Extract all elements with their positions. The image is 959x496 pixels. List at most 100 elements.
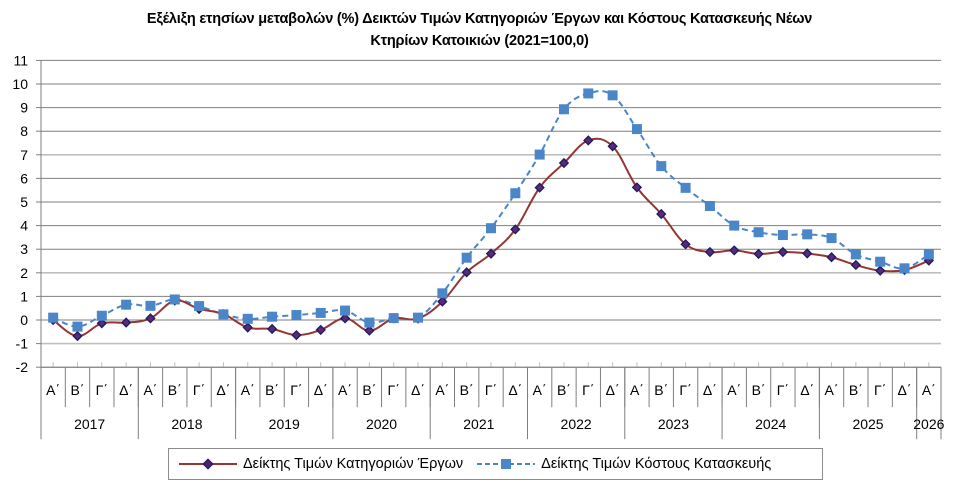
x-quarter-label: Α΄ xyxy=(241,382,255,398)
chart-title: Εξέλιξη ετησίων μεταβολών (%) Δεικτών Τι… xyxy=(0,8,959,52)
x-quarter-label: Δ΄ xyxy=(606,382,620,398)
diamond-marker xyxy=(96,318,107,329)
square-marker xyxy=(583,88,594,99)
square-marker xyxy=(777,230,788,241)
series-line-works-price xyxy=(52,137,930,338)
square-marker xyxy=(169,294,180,305)
x-quarter-label: Β΄ xyxy=(265,382,279,398)
x-quarter-label: Γ΄ xyxy=(582,382,594,398)
square-marker xyxy=(534,149,545,160)
x-year-label: 2024 xyxy=(755,416,786,432)
square-marker xyxy=(340,305,351,316)
square-marker xyxy=(267,311,278,322)
chart-legend: Δείκτης Τιμών Κατηγοριών Έργων Δείκτης Τ… xyxy=(168,448,823,480)
square-marker xyxy=(558,104,569,115)
y-tick-label: 9 xyxy=(20,100,28,116)
x-year-label: 2022 xyxy=(561,416,592,432)
square-marker xyxy=(510,188,521,199)
x-quarter-label: Γ΄ xyxy=(679,382,691,398)
diamond-marker xyxy=(315,324,326,336)
diamond-marker xyxy=(631,182,643,193)
x-quarter-label: Δ΄ xyxy=(898,382,912,398)
square-marker xyxy=(753,227,764,238)
square-marker xyxy=(486,223,496,234)
x-quarter-label: Β΄ xyxy=(362,382,376,398)
diamond-marker xyxy=(729,245,740,256)
solid-line-diamond-icon xyxy=(179,458,237,470)
square-marker xyxy=(729,220,740,231)
diamond-marker xyxy=(437,296,448,307)
y-tick-label: 7 xyxy=(20,147,28,163)
x-quarter-label: Α΄ xyxy=(727,382,741,398)
x-quarter-label: Α΄ xyxy=(825,382,839,398)
x-year-label: 2017 xyxy=(74,416,105,432)
y-tick-label: 6 xyxy=(20,170,28,186)
y-tick-label: 5 xyxy=(20,194,28,210)
diamond-marker xyxy=(850,259,862,271)
square-marker xyxy=(242,313,253,324)
x-quarter-label: Α΄ xyxy=(46,382,60,398)
square-marker xyxy=(437,288,448,299)
diamond-marker xyxy=(607,141,618,152)
square-marker xyxy=(656,161,667,172)
x-year-label: 2026 xyxy=(913,416,944,432)
diamond-marker xyxy=(120,317,132,328)
square-marker xyxy=(680,182,691,193)
x-axis: Α΄ Β΄ Γ΄ Δ΄ Α΄ Β΄ Γ΄ Δ΄ Α΄ Β΄ Γ΄ Δ΄ Α΄ Β΄ Γ΄ Δ΄ Α΄ Β΄ Γ΄ Δ΄… xyxy=(40,362,945,440)
x-quarter-label: Β΄ xyxy=(460,382,474,398)
square-marker xyxy=(413,312,424,323)
square-marker xyxy=(607,90,618,101)
dashed-line-square-icon xyxy=(477,459,536,469)
x-quarter-label: Δ΄ xyxy=(314,382,328,398)
y-axis: -2 -1 0 1 2 3 4 5 6 7 8 9 10 11 xyxy=(12,52,42,375)
square-marker xyxy=(121,299,132,310)
square-marker xyxy=(388,313,399,324)
series-layer xyxy=(48,88,934,342)
x-quarter-label: Α΄ xyxy=(922,382,936,398)
x-quarter-label: Β΄ xyxy=(557,382,571,398)
y-tick-label: -1 xyxy=(16,336,29,352)
x-year-label: 2021 xyxy=(463,416,494,432)
y-tick-label: 2 xyxy=(20,265,28,281)
diamond-marker xyxy=(826,252,837,263)
diamond-marker xyxy=(339,313,351,324)
legend-item-construction-cost-index: Δείκτης Τιμών Κόστους Κατασκευής xyxy=(477,456,771,472)
x-quarter-label: Γ΄ xyxy=(193,382,205,398)
square-marker xyxy=(875,256,886,267)
x-quarter-label: Β΄ xyxy=(168,382,182,398)
diamond-marker xyxy=(753,248,764,260)
square-marker xyxy=(194,301,205,312)
y-tick-label: 1 xyxy=(20,288,28,304)
x-quarter-label: Δ΄ xyxy=(800,382,814,398)
diamond-marker xyxy=(802,248,813,259)
square-marker xyxy=(48,312,59,323)
x-quarter-label: Β΄ xyxy=(752,382,766,398)
chart-title-line1: Εξέλιξη ετησίων μεταβολών (%) Δεικτών Τι… xyxy=(146,11,813,27)
square-marker xyxy=(704,201,715,212)
series-line-construction-cost xyxy=(52,90,930,328)
legend-label-cost: Δείκτης Τιμών Κόστους Κατασκευής xyxy=(541,456,772,472)
x-quarter-label: Δ΄ xyxy=(411,382,425,398)
x-quarter-label: Α΄ xyxy=(630,382,644,398)
x-year-label: 2025 xyxy=(852,416,883,432)
diamond-marker xyxy=(485,248,497,259)
x-quarter-label: Β΄ xyxy=(849,382,863,398)
x-quarter-label: Α΄ xyxy=(338,382,352,398)
diamond-marker xyxy=(145,313,156,324)
x-quarter-label: Δ΄ xyxy=(119,382,133,398)
diamond-marker xyxy=(704,246,716,258)
square-marker xyxy=(850,249,861,260)
square-marker xyxy=(461,252,472,263)
x-quarter-label: Β΄ xyxy=(654,382,668,398)
square-marker xyxy=(72,321,83,332)
x-year-label: 2023 xyxy=(658,416,689,432)
square-marker xyxy=(826,233,837,244)
square-marker xyxy=(899,263,910,274)
square-marker xyxy=(923,249,934,260)
x-quarter-label: Γ΄ xyxy=(96,382,108,398)
y-tick-label: 3 xyxy=(20,241,28,257)
chart-title-line2: Κτηρίων Κατοικιών (2021=100,0) xyxy=(370,33,589,49)
diamond-marker xyxy=(656,208,667,220)
y-tick-label: 8 xyxy=(20,123,28,139)
